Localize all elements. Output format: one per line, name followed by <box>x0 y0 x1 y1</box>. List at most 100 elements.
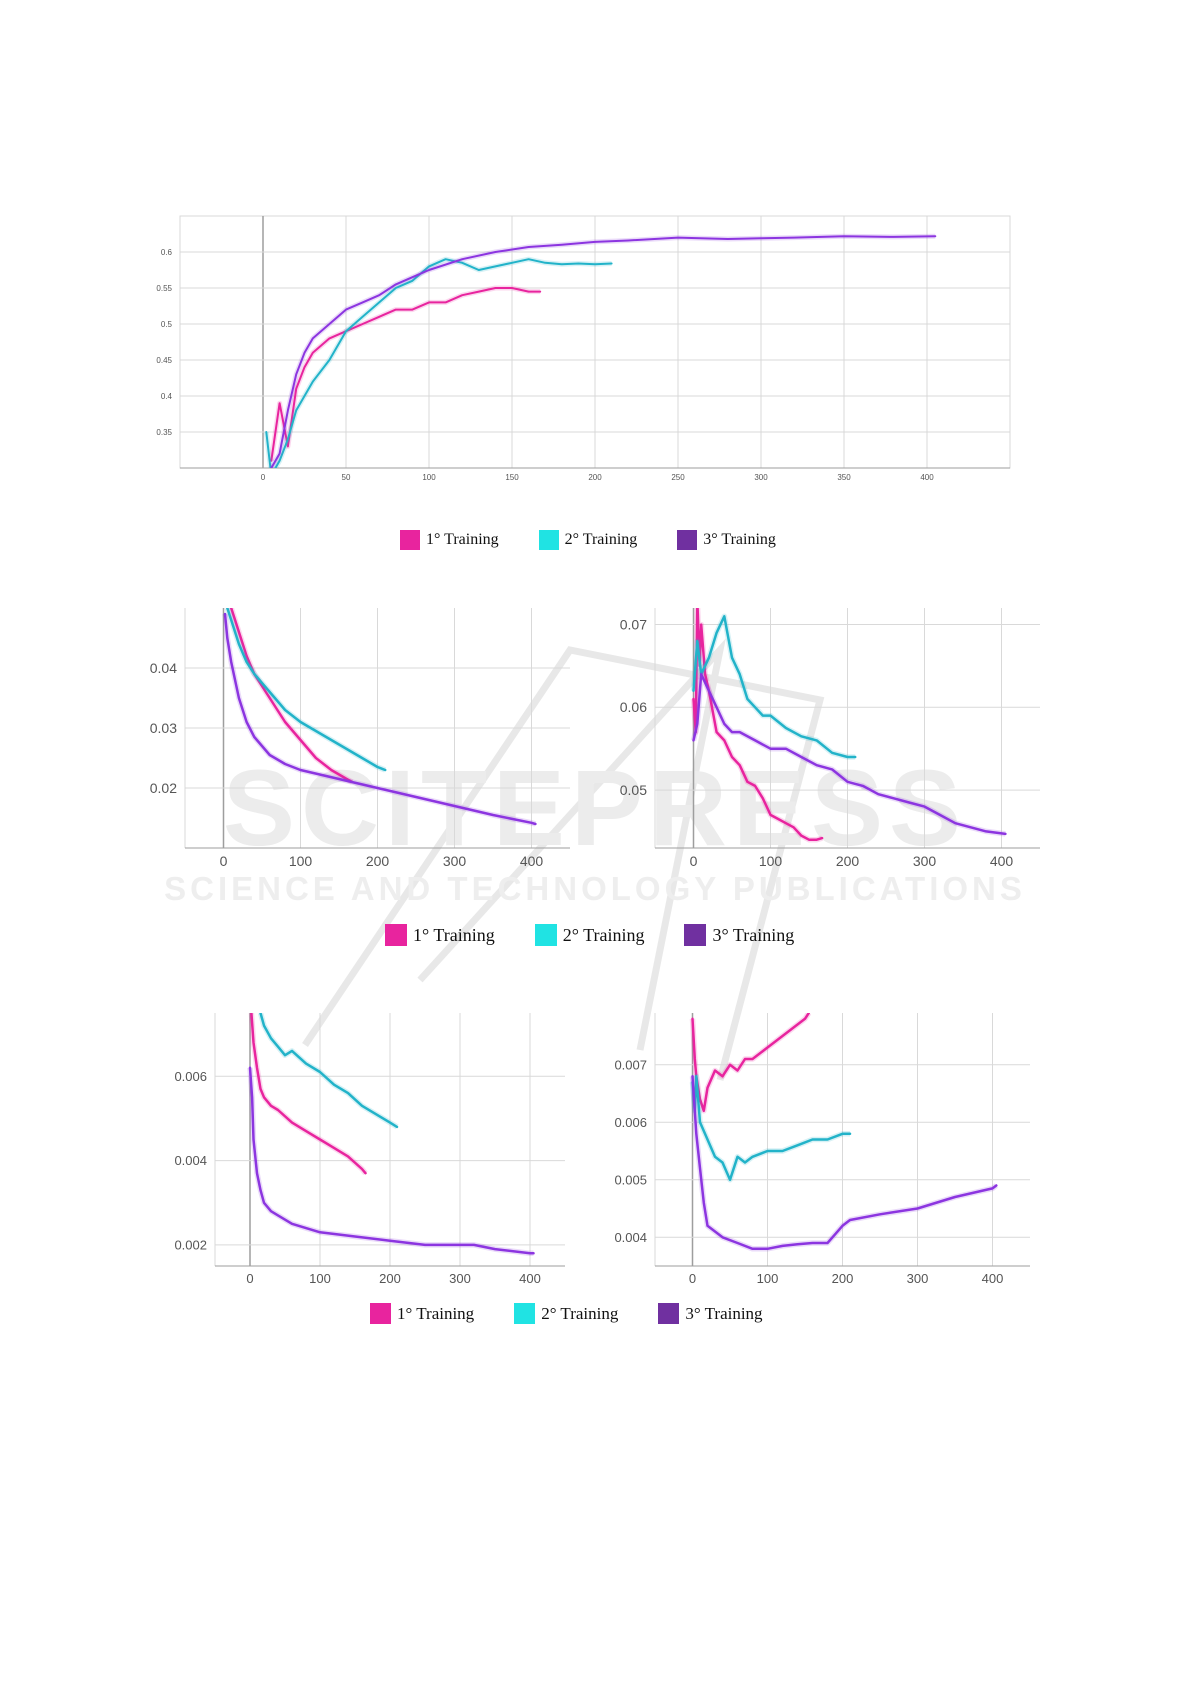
y-tick-label: 0.06 <box>620 699 647 715</box>
series-line <box>250 1013 367 1175</box>
series-line <box>692 672 1007 836</box>
legend-swatch <box>538 530 559 550</box>
legend-item: 3° Training <box>658 1303 763 1324</box>
legend-swatch <box>370 1303 391 1324</box>
series-line <box>265 258 613 468</box>
series-1 <box>248 1013 368 1175</box>
series-2 <box>263 256 613 468</box>
x-tick-label: 200 <box>836 853 860 869</box>
series-line <box>248 1066 535 1255</box>
grid <box>214 1013 565 1266</box>
series-line-shadow <box>263 256 612 468</box>
x-tick-label: 400 <box>990 853 1014 869</box>
y-tick-label: 0.005 <box>614 1172 647 1187</box>
series-line <box>691 1013 811 1113</box>
legend-item: 1° Training <box>385 924 495 946</box>
chart-val-loss: 0 100 200 300 400 0.05 0.06 0.07 <box>610 598 1050 878</box>
legend-swatch <box>514 1303 536 1324</box>
series-line-shadow <box>227 608 354 785</box>
x-tick-label: 300 <box>907 1271 929 1286</box>
chart-val-metric: 0 100 200 300 400 0.004 0.005 0.006 0.007 <box>600 1003 1040 1298</box>
series-line-shadow <box>269 233 936 468</box>
y-tick-label: 0.45 <box>156 356 172 365</box>
legend-item: 2° Training <box>538 530 638 550</box>
series-line <box>691 1075 852 1182</box>
series-line <box>692 608 824 841</box>
series-line <box>229 608 354 784</box>
legend-label: 3° Training <box>703 531 776 548</box>
y-tick-label: 0.02 <box>150 780 177 796</box>
legend-label: 1° Training <box>413 924 495 945</box>
x-tick-label: 250 <box>671 473 685 482</box>
chart-train-loss: 0 100 200 300 400 0.02 0.03 0.04 <box>140 598 580 878</box>
x-tick-label: 100 <box>289 853 313 869</box>
chart-train-metric: 0 100 200 300 400 0.002 0.004 0.006 <box>155 1003 575 1298</box>
series-line-shadow <box>268 285 541 462</box>
x-tick-label: 400 <box>920 473 934 482</box>
legend-item: 2° Training <box>514 1303 618 1324</box>
grid <box>654 1013 1030 1266</box>
legend-label: 1° Training <box>397 1303 475 1323</box>
series-3 <box>269 233 937 468</box>
series-3 <box>690 671 1007 837</box>
x-tick-label: 200 <box>588 473 602 482</box>
x-tick-label: 0 <box>690 853 698 869</box>
series-1 <box>227 608 354 785</box>
series-1 <box>689 1013 812 1114</box>
legend-swatch <box>385 924 407 946</box>
series-line <box>270 235 937 468</box>
x-tick-label: 100 <box>759 853 783 869</box>
legend-2: 1° Training 2° Training 3° Training <box>385 924 794 946</box>
x-tick-label: 350 <box>837 473 851 482</box>
series-line <box>259 1013 399 1129</box>
y-tick-label: 0.007 <box>614 1057 647 1072</box>
legend-swatch <box>400 530 420 550</box>
series-line-shadow <box>689 1073 850 1183</box>
x-tick-label: 400 <box>519 1271 541 1286</box>
y-tick-label: 0.006 <box>174 1069 207 1084</box>
series-1 <box>690 608 824 843</box>
series-line <box>223 612 537 826</box>
legend-label: 3° Training <box>712 924 795 945</box>
x-tick-label: 0 <box>220 853 228 869</box>
y-tick-label: 0.6 <box>161 248 173 257</box>
x-tick-label: 100 <box>757 1271 779 1286</box>
series-3 <box>689 1075 998 1252</box>
y-tick-label: 0.004 <box>614 1230 647 1245</box>
x-tick-label: 50 <box>342 473 351 482</box>
series-line <box>270 287 542 462</box>
x-tick-label: 200 <box>366 853 390 869</box>
x-tick-label: 300 <box>443 853 467 869</box>
y-tick-label: 0.002 <box>174 1237 207 1252</box>
legend-swatch <box>534 924 557 946</box>
y-tick-label: 0.004 <box>174 1153 207 1168</box>
legend-label: 2° Training <box>541 1303 619 1323</box>
grid <box>654 608 1040 848</box>
series-2 <box>690 613 857 760</box>
legend-item: 1° Training <box>370 1303 474 1324</box>
y-tick-label: 0.04 <box>150 660 177 676</box>
x-tick-label: 300 <box>754 473 768 482</box>
y-tick-label: 0.03 <box>150 720 177 736</box>
series-2 <box>689 1073 852 1183</box>
x-tick-label: 200 <box>379 1271 401 1286</box>
x-tick-label: 0 <box>261 473 266 482</box>
series-line-shadow <box>689 1013 812 1114</box>
series-2 <box>224 608 387 773</box>
legend-label: 2° Training <box>564 531 638 548</box>
x-tick-label: 100 <box>309 1271 331 1286</box>
legend-swatch <box>658 1303 680 1324</box>
legend-label: 2° Training <box>562 924 645 945</box>
x-tick-label: 0 <box>246 1271 253 1286</box>
x-tick-label: 150 <box>505 473 519 482</box>
chart-accuracy: 0 50 100 150 200 250 300 350 400 0.35 0.4 0.45 0.5 0.… <box>150 196 1020 496</box>
series-3 <box>222 612 537 827</box>
series-line <box>692 615 857 759</box>
y-tick-label: 0.006 <box>614 1115 647 1130</box>
series-line <box>226 608 387 772</box>
x-tick-label: 200 <box>832 1271 854 1286</box>
x-tick-label: 400 <box>982 1271 1004 1286</box>
grid <box>179 215 1011 469</box>
x-tick-label: 400 <box>520 853 544 869</box>
y-tick-label: 0.5 <box>161 320 173 329</box>
